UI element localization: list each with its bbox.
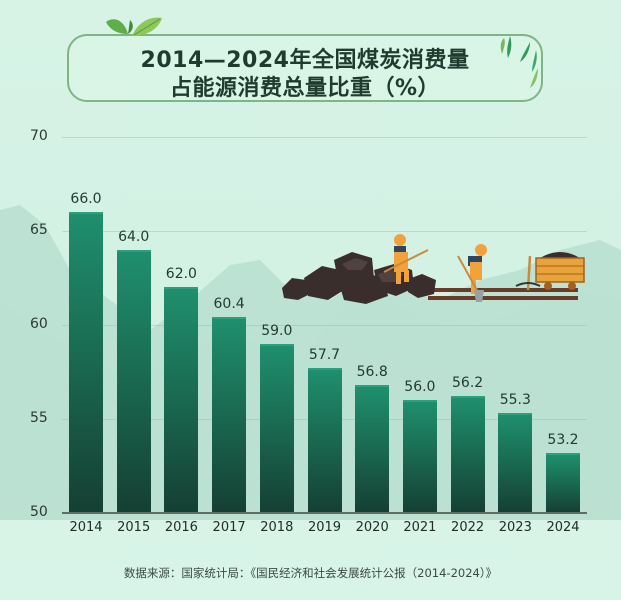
y-tick-70: 70: [30, 128, 48, 144]
chart-title-line1: 2014—2024年全国煤炭消费量: [140, 48, 470, 73]
bar-value-label: 55.3: [499, 392, 531, 409]
bar-value-label: 56.0: [404, 379, 436, 396]
bar-value-label: 62.0: [165, 266, 197, 283]
x-tick-label: 2021: [403, 520, 437, 535]
x-tick-label: 2024: [546, 520, 580, 535]
y-tick-50: 50: [30, 504, 48, 520]
y-tick-55: 55: [30, 410, 48, 426]
gridline-60: [62, 325, 587, 326]
x-tick-label: 2019: [307, 520, 342, 535]
x-tick-label: 2022: [451, 520, 485, 535]
bar-2023: [498, 413, 533, 513]
x-tick-label: 2016: [164, 520, 198, 535]
bar-value-label: 64.0: [118, 228, 150, 245]
bar-value-label: 53.2: [547, 431, 579, 448]
x-tick-label: 2017: [212, 520, 246, 535]
bar-value-label: 56.2: [452, 375, 484, 392]
chart-title-line2: 占能源消费总量比重（%）: [169, 76, 441, 101]
bar-value-label: 60.4: [213, 296, 245, 313]
x-tick-label: 2014: [69, 520, 103, 535]
bar-value-label: 66.0: [70, 191, 102, 208]
gridline-65: [62, 231, 587, 232]
bar-2021: [402, 400, 437, 513]
bar-2020: [355, 385, 390, 513]
bamboo-leaf-icon: [500, 36, 538, 88]
bar-value-label: 57.7: [308, 347, 341, 364]
bar-2015: [116, 249, 151, 513]
x-axis-line: [62, 512, 587, 514]
bar-value-label: 59.0: [261, 322, 293, 339]
bar-2022: [450, 396, 485, 513]
x-tick-label: 2023: [498, 520, 532, 535]
bar-2024: [546, 452, 580, 513]
bar-2014: [69, 212, 103, 513]
y-tick-65: 65: [30, 222, 48, 238]
bar-2018: [259, 343, 294, 513]
x-tick-label: 2015: [117, 520, 151, 535]
bar-2016: [164, 287, 199, 513]
data-source-note: 数据来源：国家统计局：《国民经济和社会发展统计公报（2014-2024）》: [123, 566, 498, 580]
x-tick-label: 2020: [355, 520, 389, 535]
bar-2019: [307, 368, 342, 513]
title-box: 2014—2024年全国煤炭消费量 占能源消费总量比重（%）: [67, 34, 543, 102]
x-tick-label: 2018: [260, 520, 294, 535]
leaf-icon: [106, 17, 162, 36]
gridline-70: [62, 137, 587, 138]
coal-mining-illustration: [282, 234, 585, 304]
y-tick-60: 60: [30, 316, 48, 332]
bar-value-label: 56.8: [356, 364, 388, 381]
bar-2017: [212, 317, 247, 513]
